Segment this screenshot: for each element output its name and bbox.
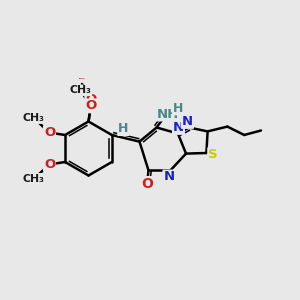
Text: H: H bbox=[118, 122, 128, 135]
Text: CH₃: CH₃ bbox=[23, 113, 45, 123]
Text: O: O bbox=[85, 93, 97, 106]
Text: O: O bbox=[44, 158, 55, 171]
Text: methoxy: methoxy bbox=[79, 78, 85, 79]
Text: O: O bbox=[85, 99, 97, 112]
Text: N: N bbox=[163, 170, 175, 184]
Text: methoxy: methoxy bbox=[80, 68, 141, 82]
Text: CH₃: CH₃ bbox=[70, 85, 91, 95]
Text: S: S bbox=[208, 148, 218, 161]
Text: O: O bbox=[44, 126, 55, 139]
Text: N: N bbox=[173, 121, 184, 134]
Text: O: O bbox=[141, 177, 153, 191]
Text: H: H bbox=[173, 101, 183, 115]
Text: CH₃: CH₃ bbox=[23, 174, 45, 184]
Text: NH: NH bbox=[157, 107, 179, 121]
Text: N: N bbox=[182, 115, 193, 128]
